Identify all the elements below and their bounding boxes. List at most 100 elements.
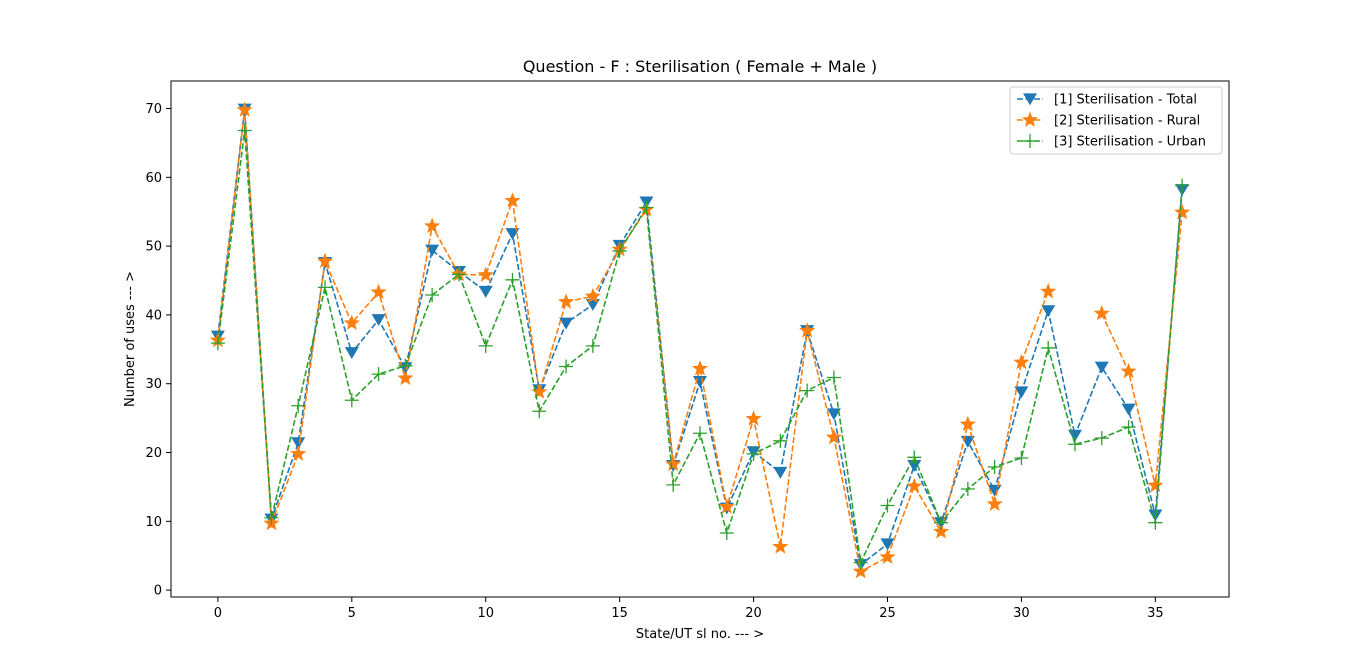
series-urban (210, 123, 1190, 570)
data-point-urban (1148, 515, 1163, 530)
data-point-rural (665, 455, 682, 472)
data-point-urban (559, 359, 574, 374)
data-point-urban (826, 370, 841, 385)
data-point-total (773, 466, 788, 479)
data-point-urban (505, 272, 520, 287)
data-point-rural (799, 322, 816, 338)
data-point-urban (693, 426, 707, 441)
legend-marker-urban (1023, 134, 1037, 148)
data-point-urban (1121, 420, 1136, 435)
data-point-urban (1067, 437, 1082, 452)
data-point-rural (718, 498, 735, 514)
data-point-urban (210, 336, 225, 351)
data-point-total (371, 314, 386, 327)
data-point-rural (557, 293, 575, 309)
data-point-rural (986, 495, 1003, 511)
data-point-rural (343, 314, 360, 331)
data-point-total (987, 484, 1002, 497)
legend-marker-total (1023, 93, 1037, 106)
data-point-urban (773, 433, 788, 448)
x-tick-label: 20 (745, 606, 762, 621)
legend-label-rural: [2] Sterilisation - Rural (1054, 114, 1200, 129)
y-tick-label: 10 (145, 515, 162, 530)
data-point-rural (1013, 353, 1030, 370)
data-point-urban (612, 243, 627, 258)
data-point-rural (1093, 305, 1110, 321)
data-point-total (559, 317, 574, 330)
data-point-rural (1147, 477, 1164, 493)
data-point-urban (585, 338, 600, 353)
x-axis: 0 5 10 15 20 25 30 35 (214, 597, 1164, 621)
y-axis-title: Number of uses --- > (123, 271, 138, 407)
data-point-urban (371, 367, 386, 382)
data-point-rural (290, 445, 307, 461)
y-tick-label: 40 (145, 308, 162, 323)
legend-label-urban: [3] Sterilisation - Urban (1054, 135, 1206, 150)
data-point-rural (397, 369, 414, 386)
data-point-total (1094, 361, 1109, 374)
data-point-urban (853, 555, 868, 570)
data-point-rural (584, 287, 601, 304)
data-point-rural (959, 415, 976, 432)
data-point-rural (906, 477, 923, 494)
y-axis: 0 10 20 30 40 50 60 70 (145, 102, 171, 599)
data-point-rural (772, 538, 789, 554)
chart-title: Question - F : Sterilisation ( Female + … (523, 57, 877, 76)
data-point-rural (745, 410, 762, 426)
data-point-urban (800, 383, 815, 398)
y-tick-label: 50 (145, 240, 162, 255)
data-point-urban (960, 481, 975, 496)
data-point-rural (1174, 203, 1191, 220)
data-point-urban (344, 393, 359, 408)
data-point-total (478, 285, 493, 298)
x-tick-label: 0 (214, 606, 222, 621)
data-point-urban (719, 526, 734, 541)
x-tick-label: 5 (348, 606, 356, 621)
y-tick-label: 60 (145, 171, 162, 186)
data-point-urban (425, 287, 440, 302)
series-line-rural (217, 109, 1183, 573)
data-point-rural (370, 283, 387, 300)
data-point-urban (907, 450, 922, 465)
data-point-urban (639, 200, 654, 215)
data-point-total (1041, 305, 1056, 318)
data-point-rural (504, 192, 521, 208)
data-point-urban (237, 123, 252, 138)
x-tick-label: 10 (477, 606, 494, 621)
data-point-rural (932, 523, 950, 539)
data-point-rural (691, 360, 709, 376)
data-point-urban (1094, 431, 1109, 446)
data-point-urban (532, 404, 547, 419)
data-point-total (505, 228, 520, 241)
legend-box (1009, 86, 1223, 155)
data-point-urban (291, 398, 306, 413)
x-axis-title: State/UT sl no. --- > (636, 627, 764, 642)
legend: [1] Sterilisation - Total [2] Sterilisati… (1009, 86, 1223, 155)
data-point-urban (880, 498, 895, 513)
data-point-urban (1014, 451, 1029, 466)
y-tick-label: 0 (154, 584, 162, 599)
x-tick-label: 25 (879, 606, 896, 621)
data-point-total (291, 437, 306, 450)
x-tick-label: 35 (1147, 606, 1164, 621)
data-point-urban (398, 358, 413, 373)
plot-area (170, 80, 1230, 598)
data-point-urban (264, 510, 279, 525)
data-point-total (344, 347, 359, 360)
data-point-rural (477, 266, 494, 282)
data-point-urban (666, 477, 681, 492)
data-point-rural (825, 428, 843, 445)
data-point-rural (852, 563, 869, 579)
data-point-total (826, 408, 841, 421)
legend-marker-rural (1021, 111, 1039, 127)
data-point-rural (879, 548, 896, 564)
data-point-urban (987, 459, 1002, 474)
data-point-rural (531, 383, 548, 399)
data-point-urban (318, 280, 333, 295)
data-point-urban (478, 338, 493, 353)
series-layer (209, 101, 1191, 579)
y-tick-label: 70 (145, 102, 162, 117)
data-point-total (1121, 403, 1136, 416)
x-tick-label: 15 (611, 606, 628, 621)
